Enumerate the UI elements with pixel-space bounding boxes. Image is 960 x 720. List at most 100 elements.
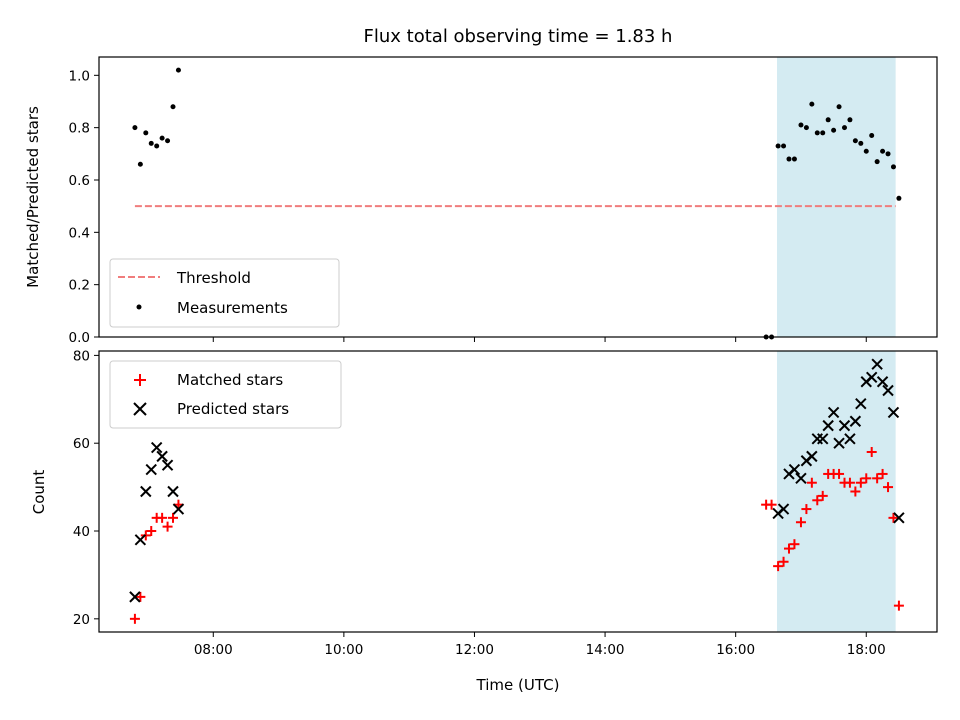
bot-ytick-label: 40 [73, 524, 90, 540]
legend-matched-swatch [134, 374, 146, 386]
measurement-point [159, 135, 165, 141]
matched-star-point [795, 517, 806, 528]
measurement-point [869, 133, 875, 139]
bottom-y-axis-label: Count [30, 470, 48, 515]
top-plot-frame [98, 56, 938, 338]
top-plot-marks [132, 67, 902, 340]
legend-measurements-label: Measurements [177, 299, 288, 317]
matched-star-point [162, 521, 173, 532]
matched-star-point [129, 613, 140, 624]
predicted-star-point [140, 485, 152, 498]
matched-star-point [801, 504, 812, 515]
bot-ytick-label: 20 [73, 612, 90, 628]
predicted-star-point [844, 433, 856, 445]
predicted-star-point [777, 503, 790, 515]
top-x-ticks [212, 337, 867, 342]
predicted-star-point [855, 397, 867, 410]
matched-star-point [168, 512, 179, 523]
measurement-point [175, 67, 181, 73]
predicted-star-point [129, 591, 141, 603]
measurement-point [885, 151, 891, 157]
bottom-plot-frame [98, 350, 938, 633]
predicted-star-point [145, 463, 157, 476]
measurement-point [858, 140, 864, 146]
measurement-point [880, 148, 886, 154]
measurement-point [852, 138, 858, 144]
top-ytick-label: 0.0 [69, 330, 90, 346]
matched-star-point [844, 477, 855, 488]
matched-star-point [789, 539, 800, 550]
matched-star-point [773, 561, 784, 572]
measurement-point [148, 140, 154, 146]
matched-star-point [157, 512, 168, 523]
top-ytick-label: 0.6 [69, 173, 90, 189]
matched-star-point [812, 495, 823, 506]
predicted-star-point [150, 441, 163, 454]
top-panel: 0.0 0.2 0.4 0.6 0.8 1.0 Matched/Predicted sta… [24, 56, 938, 346]
matched-star-point [883, 482, 894, 493]
measurement-point [775, 143, 781, 149]
matched-star-point [866, 446, 877, 457]
predicted-star-point [167, 485, 179, 498]
measurement-point [874, 159, 880, 165]
measurement-point [798, 122, 804, 128]
predicted-star-point [817, 433, 829, 445]
measurement-point [836, 104, 842, 110]
matched-star-point [850, 486, 861, 497]
measurement-point [820, 130, 826, 136]
legend-measurements-swatch [136, 304, 142, 310]
measurement-point [831, 127, 837, 133]
bot-xtick-label: 16:00 [716, 642, 755, 658]
predicted-star-point [876, 376, 889, 388]
matched-star-point [861, 473, 872, 484]
legend-matched-label: Matched stars [177, 371, 283, 389]
measurement-point [863, 148, 869, 154]
top-ytick-label: 1.0 [69, 68, 90, 84]
measurement-point [132, 125, 138, 131]
bottom-x-ticks: 08:00 10:00 12:00 14:00 16:00 18:00 [194, 632, 886, 658]
matched-star-point [872, 473, 883, 484]
measurement-point [154, 143, 160, 149]
legend-predicted-swatch [133, 402, 147, 416]
predicted-star-point [893, 512, 905, 524]
measurement-point [825, 117, 831, 123]
bot-ytick-label: 80 [73, 348, 90, 364]
predicted-star-point [172, 503, 185, 515]
predicted-star-point [795, 472, 807, 485]
bot-xtick-label: 18:00 [847, 642, 886, 658]
predicted-star-point [833, 437, 845, 449]
predicted-star-point [887, 406, 900, 419]
measurement-point [841, 125, 847, 131]
chart-title: Flux total observing time = 1.83 h [364, 26, 673, 47]
measurement-point [809, 101, 815, 107]
matched-star-point [135, 591, 146, 602]
predicted-star-point [788, 463, 801, 476]
bottom-shaded-region [777, 351, 896, 632]
matched-star-point [834, 468, 845, 479]
legend-threshold-label: Threshold [176, 269, 251, 287]
x-axis-label: Time (UTC) [476, 676, 560, 694]
legend-predicted-label: Predicted stars [177, 400, 289, 418]
matched-star-point [893, 600, 904, 611]
matched-star-point [778, 556, 789, 567]
predicted-star-point [161, 459, 174, 471]
bot-xtick-label: 10:00 [324, 642, 363, 658]
top-shaded-region [777, 57, 896, 337]
matched-star-point [783, 543, 794, 554]
bot-ytick-label: 60 [73, 436, 90, 452]
bottom-plot-marks [129, 358, 905, 624]
measurement-point [165, 138, 171, 144]
top-ytick-label: 0.8 [69, 121, 90, 137]
predicted-star-point [849, 415, 862, 427]
measurement-point [814, 130, 820, 136]
bot-xtick-label: 08:00 [194, 642, 233, 658]
matched-star-point [146, 526, 157, 537]
predicted-star-point [827, 406, 840, 419]
top-legend-box [109, 258, 340, 328]
measurement-point [781, 143, 787, 149]
predicted-star-point [806, 450, 818, 463]
predicted-star-point [871, 358, 883, 370]
predicted-star-point [865, 371, 878, 384]
